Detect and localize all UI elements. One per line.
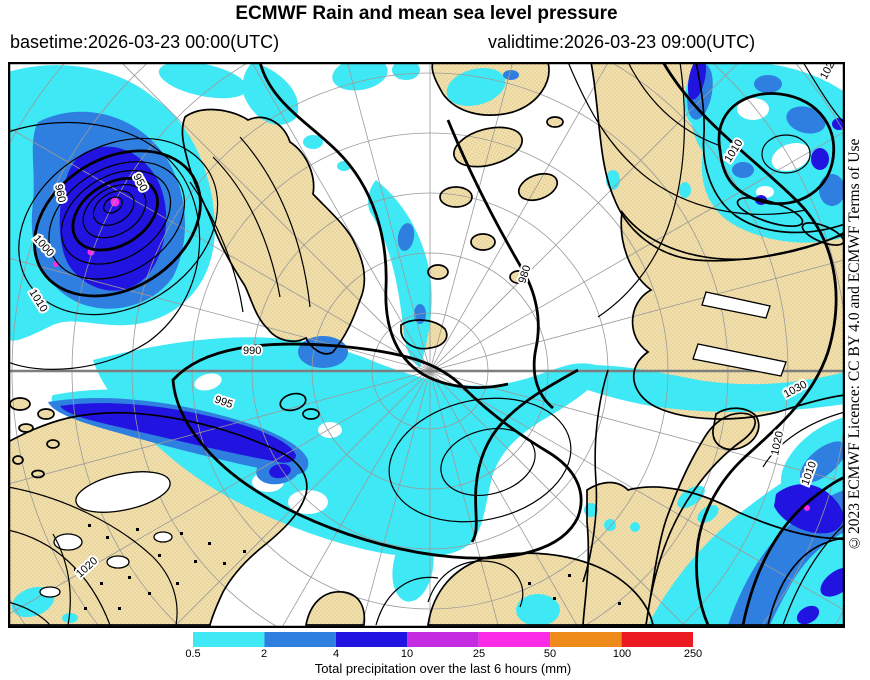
colorbar-tick: 25 — [472, 648, 486, 660]
water-cuts-layer — [39, 291, 787, 598]
colorbar-tick: 250 — [683, 648, 703, 660]
precip-heavy-layer — [59, 62, 845, 625]
colorbar-segment — [407, 632, 479, 647]
weather-map: 960 950 1000 1010 990 995 980 1010 1020 … — [8, 62, 845, 628]
lake-speckles — [74, 524, 621, 610]
basetime-label: basetime:2026-03-23 00:00(UTC) — [10, 32, 280, 52]
colorbar-title: Total precipitation over the last 6 hour… — [314, 661, 572, 676]
colorbar-segment — [621, 632, 693, 647]
map-border — [8, 62, 845, 628]
colorbar-tick: 50 — [543, 648, 557, 660]
colorbar-tick: 4 — [332, 648, 340, 660]
colorbar-segment — [550, 632, 622, 647]
colorbar-tick: 10 — [400, 648, 414, 660]
isobar-layer — [8, 62, 845, 626]
colorbar-segment — [335, 632, 408, 647]
colorbar-segment — [264, 632, 336, 647]
colorbar-segment — [193, 632, 265, 647]
validtime-label: validtime:2026-03-23 09:00(UTC) — [488, 32, 756, 52]
map-canvas: 960 950 1000 1010 990 995 980 1010 1020 … — [8, 62, 845, 628]
precip-colorbar — [193, 632, 693, 647]
page-title: ECMWF Rain and mean sea level pressure — [235, 3, 618, 24]
colorbar-tick: 0.5 — [185, 648, 201, 660]
colorbar-segment — [478, 632, 551, 647]
colorbar-tick: 100 — [612, 648, 632, 660]
copyright-notice: ©2023 ECMWF Licence: CC BY 4.0 and ECMWF… — [846, 138, 863, 552]
colorbar-tick: 2 — [260, 648, 268, 660]
svg-text:990: 990 — [243, 345, 261, 357]
